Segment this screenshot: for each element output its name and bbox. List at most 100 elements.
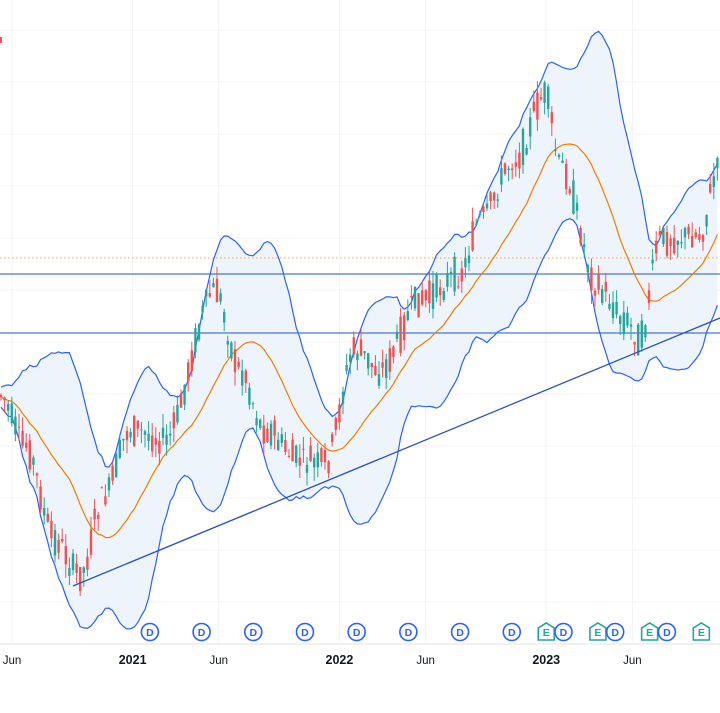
candle-98	[352, 331, 355, 358]
candle-27	[97, 511, 100, 531]
candle-118	[424, 288, 427, 308]
candle-191	[687, 223, 690, 239]
candle-172	[619, 314, 622, 335]
candle-24	[86, 548, 89, 577]
moving-average-line	[0, 143, 718, 539]
x-tick-label-1: 2021	[119, 653, 147, 667]
candle-3	[10, 396, 13, 427]
candle-13	[46, 507, 49, 523]
candle-81	[291, 433, 294, 462]
candle-95	[341, 386, 345, 415]
candle-146	[525, 144, 528, 156]
candle-47	[169, 421, 172, 446]
candle-138	[496, 193, 499, 208]
candle-190	[683, 226, 687, 250]
earnings-marker-8[interactable]: E	[537, 622, 556, 641]
event-marker-label: E	[543, 627, 550, 639]
top-edge-marker	[0, 37, 2, 43]
candle-137	[493, 191, 496, 209]
candle-61	[219, 288, 222, 305]
candle-125	[449, 267, 453, 288]
candle-6	[21, 417, 24, 449]
dividend-marker-7[interactable]: D	[502, 622, 522, 642]
candle-199	[716, 156, 719, 181]
dividend-marker-9[interactable]: D	[554, 622, 573, 642]
candle-30	[107, 473, 111, 498]
candle-51	[183, 384, 186, 410]
dividend-marker-11[interactable]: D	[605, 622, 625, 642]
candle-134	[482, 202, 485, 219]
candle-110	[395, 324, 399, 343]
candle-167	[601, 284, 604, 306]
candle-11	[39, 479, 42, 513]
candle-62	[223, 308, 226, 332]
candle-183	[658, 225, 661, 239]
candle-23	[82, 566, 85, 587]
event-marker-label: E	[698, 627, 705, 639]
candle-195	[701, 233, 705, 251]
candle-141	[507, 165, 510, 181]
candle-59	[212, 277, 215, 288]
candle-106	[381, 349, 384, 378]
earnings-marker-10[interactable]: E	[589, 622, 607, 641]
candle-18	[64, 534, 67, 578]
candle-144	[518, 142, 521, 179]
candle-111	[399, 307, 402, 357]
candle-116	[417, 293, 420, 318]
candle-132	[475, 218, 478, 227]
candle-44	[158, 431, 161, 466]
candle-64	[230, 341, 233, 362]
candle-31	[111, 462, 114, 485]
candle-101	[363, 351, 366, 360]
candle-159	[572, 168, 575, 215]
dividend-marker-1[interactable]: D	[192, 622, 211, 642]
candle-153	[550, 106, 553, 136]
candle-63	[226, 335, 229, 358]
earnings-marker-14[interactable]: E	[692, 622, 711, 641]
x-tick-label-4: Jun	[416, 655, 435, 667]
candle-45	[161, 414, 165, 446]
event-marker-label: D	[301, 627, 309, 639]
dividend-marker-3[interactable]: D	[295, 622, 315, 642]
candle-145	[521, 127, 525, 174]
candle-86	[309, 436, 312, 463]
candle-139	[500, 155, 503, 193]
candle-29	[104, 484, 107, 507]
candle-160	[575, 194, 579, 220]
x-tick-label-5: 2023	[532, 653, 560, 667]
candle-97	[349, 348, 352, 374]
candle-67	[241, 359, 244, 396]
candle-42	[151, 423, 154, 458]
dividend-marker-0[interactable]: D	[140, 622, 160, 642]
candle-77	[277, 432, 280, 452]
candle-123	[442, 287, 445, 303]
candle-156	[561, 152, 564, 164]
dividend-marker-5[interactable]: D	[399, 622, 418, 642]
candle-150	[539, 87, 543, 101]
candle-48	[172, 405, 175, 443]
dividend-marker-2[interactable]: D	[243, 622, 263, 642]
event-marker-label: D	[456, 627, 464, 639]
candle-21	[75, 553, 78, 584]
bollinger-upper-band	[0, 30, 718, 468]
dividend-marker-13[interactable]: D	[657, 622, 677, 642]
dividend-marker-6[interactable]: D	[450, 622, 470, 642]
candle-65	[233, 341, 237, 386]
candle-193	[694, 228, 697, 240]
earnings-marker-12[interactable]: E	[640, 622, 659, 641]
candle-149	[536, 81, 539, 131]
candle-114	[410, 285, 413, 310]
candle-154	[554, 138, 557, 157]
candle-100	[359, 328, 363, 357]
event-marker-label: D	[508, 627, 516, 639]
candle-4	[14, 408, 17, 442]
dividend-marker-4[interactable]: D	[347, 622, 366, 642]
candle-112	[403, 311, 406, 351]
candle-10	[35, 472, 39, 489]
candle-52	[187, 359, 190, 392]
candle-9	[32, 455, 35, 476]
trendline[interactable]	[72, 317, 720, 587]
candle-182	[655, 231, 658, 262]
candle-37	[133, 414, 136, 448]
candle-162	[583, 232, 586, 258]
